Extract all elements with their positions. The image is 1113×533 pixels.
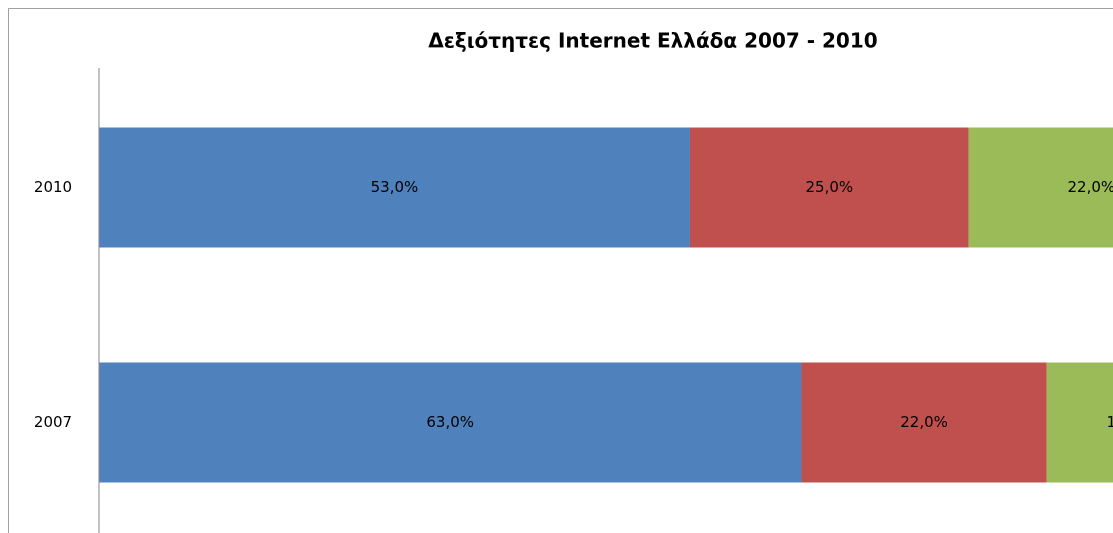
y-tick-label: 2007	[34, 413, 72, 431]
bar-segment	[968, 127, 1113, 248]
data-label: 53,0%	[371, 178, 419, 196]
data-label: 22,0%	[1068, 178, 1113, 196]
data-label: 25,0%	[805, 178, 853, 196]
bar-segment	[99, 127, 690, 248]
data-label: 15,0%	[1107, 413, 1113, 431]
y-tick-label: 2010	[34, 178, 72, 196]
bar-segment	[1046, 362, 1113, 483]
bar-segment	[801, 362, 1047, 483]
data-label: 63,0%	[426, 413, 474, 431]
data-label: 22,0%	[900, 413, 948, 431]
bar-segment	[689, 127, 969, 248]
bar-segment	[99, 362, 802, 483]
chart-title: Δεξιότητες Internet Ελλάδα 2007 - 2010	[428, 29, 877, 53]
